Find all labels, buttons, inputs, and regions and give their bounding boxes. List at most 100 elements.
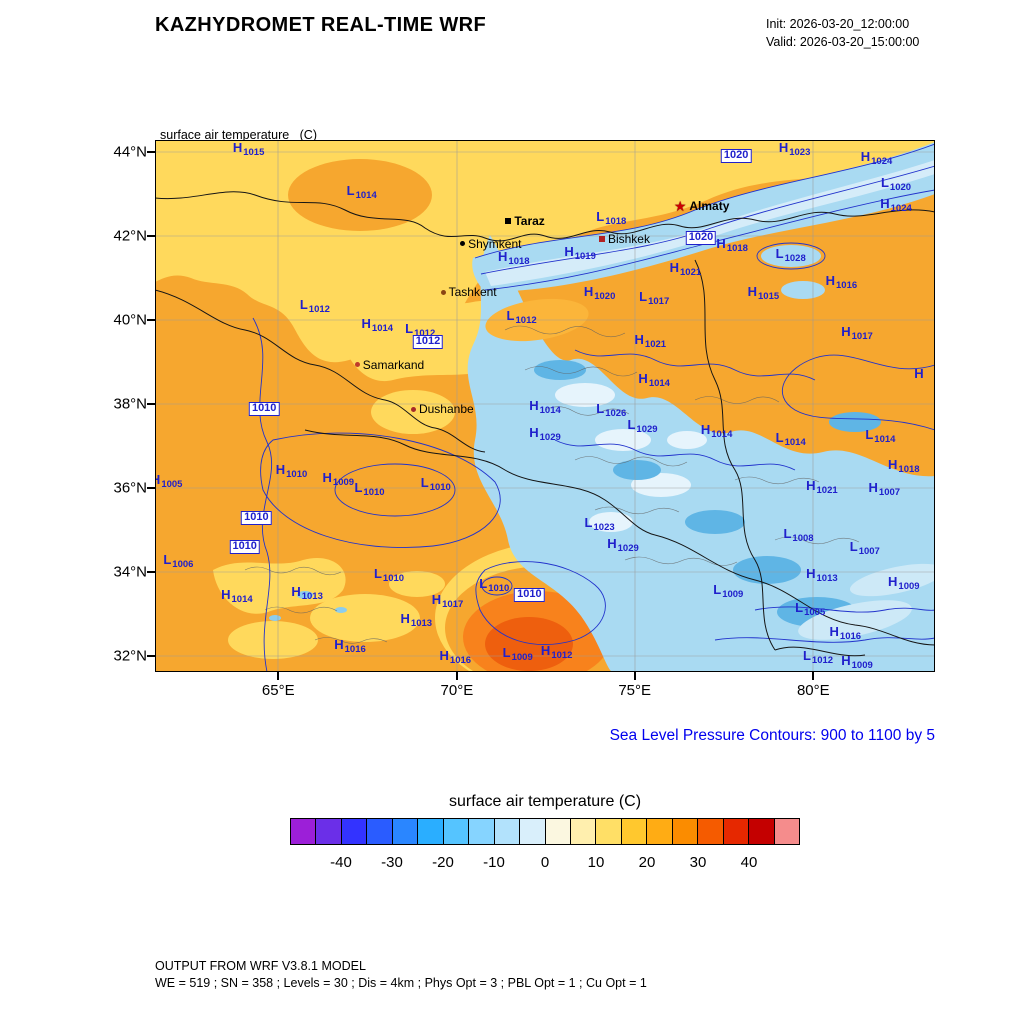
temperature-field-svg — [155, 140, 935, 672]
valid-time: Valid: 2026-03-20_15:00:00 — [766, 34, 920, 49]
colorbar-tick-label: 10 — [587, 854, 605, 871]
city-label: Tashkent — [448, 285, 497, 300]
pressure-center-h: H1016 — [825, 272, 858, 291]
y-axis-tick — [147, 151, 155, 154]
pressure-center-h: H1012 — [540, 642, 573, 661]
colorbar-cell — [520, 819, 546, 844]
contour-label: 1010 — [229, 539, 260, 554]
pressure-center-h: H1007 — [868, 480, 901, 499]
pressure-center-l: L1012 — [802, 648, 834, 667]
footer-config-line: WE = 519 ; SN = 358 ; Levels = 30 ; Dis … — [155, 975, 647, 990]
pressure-center-h: H1017 — [841, 323, 873, 342]
city-label: Samarkand — [362, 357, 425, 372]
city-almaty: ★ Almaty — [674, 199, 730, 213]
y-axis-label: 38°N — [113, 395, 147, 413]
city-samarkand: Samarkand — [354, 357, 425, 372]
pressure-center-h: H1029 — [607, 536, 639, 555]
pressure-center-l: L1010 — [373, 565, 405, 584]
city-tashkent: Tashkent — [440, 285, 497, 300]
city-marker — [598, 235, 605, 242]
pressure-center-h: H1024 — [860, 149, 893, 168]
pressure-center-l: L1014 — [346, 182, 377, 201]
colorbar-cell — [723, 819, 750, 844]
y-axis: 44°N 42°N 40°N 38°N 36°N 34°N 32°N — [83, 140, 155, 672]
city-dushanbe: Dushanbe — [410, 402, 474, 417]
city-marker — [410, 406, 416, 412]
footer-model-line: OUTPUT FROM WRF V3.8.1 MODEL — [155, 959, 366, 973]
pressure-center-h: H1029 — [529, 424, 561, 443]
pressure-center-h: H1010 — [275, 461, 308, 480]
pressure-center-l: L1010 — [354, 480, 385, 499]
city-label: Taraz — [514, 213, 545, 228]
colorbar-cell — [774, 819, 800, 844]
colorbar-cell — [647, 819, 673, 844]
pressure-center-h: H1014 — [700, 421, 733, 440]
pressure-center-l: L1006 — [163, 552, 194, 571]
run-info: Init: 2026-03-20_12:00:00 Valid: 2026-03… — [766, 16, 919, 51]
city-marker: ★ — [673, 197, 687, 214]
colorbar-cell — [545, 819, 571, 844]
colorbar-tick-label: 20 — [638, 854, 656, 871]
pressure-center-h: H1019 — [564, 243, 596, 262]
colorbar-cell — [418, 819, 444, 844]
y-axis-tick — [147, 318, 155, 321]
pressure-center-h: H1018 — [716, 235, 748, 254]
y-axis-tick — [147, 486, 155, 489]
city-label: Dushanbe — [418, 402, 474, 417]
x-axis-label: 80°E — [796, 682, 830, 699]
pressure-center-h: H1021 — [806, 477, 838, 496]
contour-label: 1012 — [412, 335, 444, 350]
colorbar — [290, 818, 800, 845]
pressure-center-l: L1026 — [596, 400, 627, 419]
pressure-center-h: H1014 — [638, 371, 670, 390]
colorbar-title: surface air temperature (C) — [448, 793, 642, 810]
pressure-center-h: H1009 — [322, 469, 355, 488]
y-axis-tick — [147, 402, 155, 405]
city-marker — [460, 241, 466, 247]
pressure-contours — [252, 143, 935, 672]
pressure-center-h: H1013 — [806, 565, 838, 584]
colorbar-cell — [570, 819, 597, 844]
pressure-center-l: L1010 — [420, 475, 451, 494]
pressure-center-l: L1005 — [795, 600, 826, 619]
field-label-temperature: surface air temperature (C) — [160, 128, 317, 142]
pressure-center-h: H1024 — [880, 195, 912, 214]
pressure-center-h: H1009 — [888, 573, 920, 592]
x-axis-tick — [812, 672, 815, 680]
pressure-center-l: L1008 — [783, 525, 814, 544]
colorbar-tick-label: 30 — [689, 854, 707, 871]
pressure-center-h: H1018 — [498, 249, 530, 268]
colorbar-tick-label: 0 — [540, 854, 550, 871]
init-time: Init: 2026-03-20_12:00:00 — [766, 17, 910, 31]
colorbar-cell — [596, 819, 622, 844]
pressure-center-h: H1009 — [841, 653, 873, 672]
y-axis-label: 42°N — [113, 227, 147, 245]
y-axis-label: 36°N — [113, 479, 147, 497]
pressure-center-h: H1016 — [439, 648, 472, 667]
pressure-center-h: H1020 — [583, 283, 616, 302]
city-label: Almaty — [689, 198, 730, 213]
colorbar-tick-label: -40 — [330, 854, 352, 871]
pressure-center-h: H1016 — [334, 637, 366, 656]
pressure-center-l: L1029 — [627, 416, 658, 435]
pressure-center-h: H1005 — [155, 472, 183, 491]
pressure-center-l: L1014 — [865, 427, 896, 446]
y-axis-label: 32°N — [113, 647, 147, 665]
y-axis-tick — [147, 570, 155, 573]
pressure-center-h: H1023 — [778, 140, 811, 158]
map-plot-area: H1015 L1014 1020 H1023 H1024 L1020 H1024 L1018 1… — [155, 140, 935, 672]
pressure-center-l: L1028 — [775, 246, 806, 265]
colorbar-cell — [698, 819, 724, 844]
y-axis-label: 40°N — [113, 311, 147, 329]
pressure-center-l: L1017 — [639, 288, 670, 307]
map-overlays: H1015 L1014 1020 H1023 H1024 L1020 H1024 L1018 1… — [155, 140, 935, 672]
colorbar-cell — [749, 819, 775, 844]
pressure-center-h: H1013 — [400, 610, 433, 629]
city-label: Bishkek — [607, 231, 650, 246]
city-taraz: Taraz — [505, 213, 545, 228]
pressure-center-l: L1012 — [506, 307, 537, 326]
colorbar-cell — [392, 819, 419, 844]
pressure-center-h: H1014 — [361, 315, 394, 334]
pressure-center-h: H — [914, 366, 924, 382]
pressure-center-h: H1021 — [634, 331, 667, 350]
